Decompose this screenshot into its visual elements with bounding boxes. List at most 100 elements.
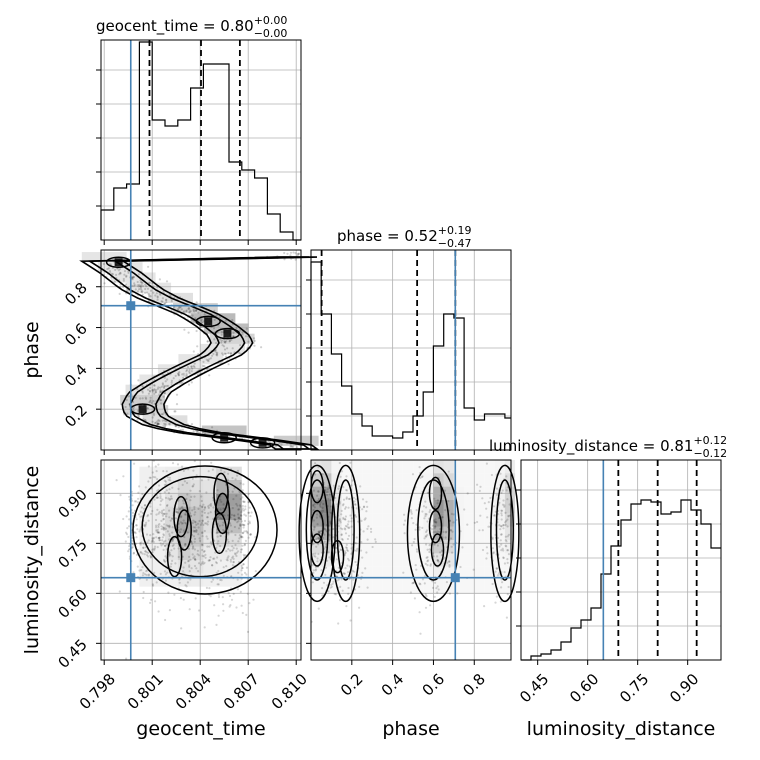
sample-point — [157, 418, 160, 422]
panel-frame — [100, 249, 302, 451]
density-block — [203, 480, 217, 494]
sample-point — [312, 503, 315, 507]
density-block — [464, 500, 474, 513]
density-block — [393, 580, 403, 593]
sample-point — [140, 289, 143, 292]
sample-point — [125, 531, 128, 534]
sample-point — [210, 504, 213, 507]
sample-point — [433, 505, 436, 508]
sample-point — [178, 531, 182, 534]
density-block — [362, 540, 372, 553]
sample-point — [170, 549, 173, 552]
sample-point — [149, 400, 152, 403]
sample-point — [142, 572, 145, 575]
scatter-points — [102, 251, 512, 660]
sample-point — [216, 556, 219, 559]
sample-point — [472, 568, 475, 571]
sample-point — [223, 352, 226, 355]
sample-point — [246, 578, 249, 581]
sample-point — [228, 594, 232, 598]
sample-point — [215, 532, 218, 535]
sample-point — [428, 548, 431, 551]
sample-point — [124, 283, 128, 286]
sample-point — [425, 556, 428, 560]
sample-point — [141, 552, 144, 555]
sample-point — [149, 556, 152, 559]
histogram-step — [310, 261, 511, 450]
sample-point — [193, 555, 196, 558]
panel-title: phase = 0.52+0.19 −0.47 — [337, 224, 472, 250]
sample-point — [131, 546, 134, 549]
density-block — [504, 526, 516, 540]
sample-point — [156, 546, 159, 549]
sample-point — [507, 533, 510, 536]
sample-point — [141, 290, 144, 293]
sample-point — [433, 525, 437, 528]
sample-point — [200, 479, 203, 482]
sample-point — [506, 549, 510, 552]
sample-point — [505, 616, 508, 619]
panel-frame — [310, 249, 512, 451]
sample-point — [157, 512, 160, 515]
sample-point — [340, 548, 343, 552]
sample-point — [425, 530, 428, 534]
x-tick-label: 0.2 — [337, 670, 367, 700]
sample-point — [161, 526, 165, 529]
sample-point — [153, 549, 156, 552]
sample-point — [239, 590, 242, 594]
sample-point — [184, 513, 188, 516]
sample-point — [193, 310, 196, 313]
sample-point — [160, 413, 163, 416]
sample-point — [254, 570, 257, 573]
sample-point — [138, 485, 141, 488]
sample-point — [193, 505, 196, 509]
sample-point — [152, 547, 155, 551]
sample-point — [226, 347, 229, 350]
sample-point — [320, 529, 323, 533]
sample-point — [424, 535, 427, 538]
sample-point — [173, 547, 176, 550]
sample-point — [138, 569, 141, 572]
density-block — [382, 473, 392, 486]
sample-point — [108, 270, 112, 273]
sample-point — [161, 383, 165, 386]
density-block — [393, 540, 403, 553]
sample-point — [324, 545, 327, 549]
sample-point — [485, 462, 488, 465]
sample-point — [236, 588, 239, 591]
sample-point — [268, 440, 271, 443]
sample-point — [206, 340, 209, 343]
sample-point — [231, 319, 234, 322]
density-block — [362, 513, 372, 526]
sample-point — [118, 273, 121, 276]
sample-point — [506, 535, 509, 538]
sample-point — [504, 521, 507, 524]
sample-point — [162, 534, 166, 537]
sample-point — [345, 543, 348, 547]
sample-point — [128, 545, 131, 548]
sample-point — [362, 530, 365, 533]
sample-point — [159, 495, 162, 498]
sample-point — [230, 530, 233, 533]
density-peak — [138, 405, 147, 414]
density-block — [139, 466, 153, 480]
sample-point — [371, 545, 374, 549]
sample-point — [180, 381, 183, 384]
sample-point — [136, 388, 139, 391]
sample-point — [426, 556, 429, 559]
sample-point — [151, 471, 154, 474]
sample-point — [181, 428, 184, 431]
sample-point — [151, 420, 154, 423]
sample-point — [159, 293, 162, 296]
sample-point — [349, 514, 352, 517]
sample-point — [200, 522, 203, 525]
sample-point — [158, 523, 161, 526]
sample-point — [159, 492, 162, 495]
sample-point — [424, 562, 427, 566]
sample-point — [227, 472, 230, 475]
density-block — [382, 460, 392, 473]
sample-point — [421, 510, 424, 513]
sample-point — [125, 398, 128, 402]
sample-point — [491, 538, 494, 541]
sample-point — [436, 502, 439, 505]
